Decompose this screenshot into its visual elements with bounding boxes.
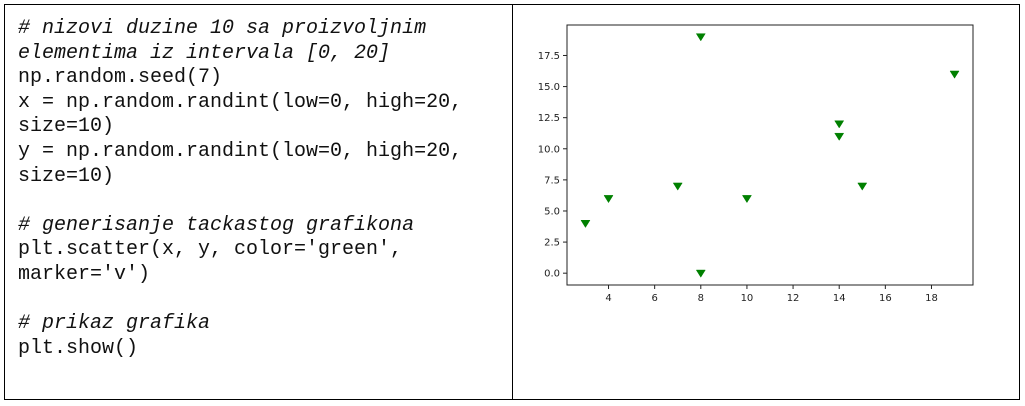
code-comment-line: # generisanje tackastog grafikona	[18, 213, 415, 237]
figure-frame: # nizovi duzine 10 sa proizvoljnim elemen…	[4, 4, 1020, 400]
code-line	[18, 288, 512, 313]
data-point-triangle-marker	[695, 33, 706, 42]
x-tick-label: 4	[605, 293, 611, 304]
code-line	[18, 189, 512, 214]
code-comment-line: # prikaz grafika	[18, 312, 211, 336]
y-tick-label: 5.0	[544, 206, 560, 217]
data-point-triangle-marker	[580, 220, 591, 228]
y-tick-label: 17.5	[538, 51, 560, 62]
code-comment-line: elementima iz intervala [0, 20]	[18, 41, 391, 65]
x-tick-label: 16	[879, 293, 892, 304]
y-tick-label: 0.0	[544, 269, 560, 280]
x-tick-label: 14	[833, 293, 846, 304]
y-tick-label: 2.5	[544, 238, 560, 249]
plot-axes-frame	[566, 24, 974, 286]
code-comment-line: # nizovi duzine 10 sa proizvoljnim	[18, 17, 427, 40]
code-line: size=10)	[18, 115, 115, 139]
code-line: plt.scatter(x, y, color='green',	[18, 238, 403, 262]
x-tick-label: 18	[925, 293, 938, 304]
data-point-triangle-marker	[741, 195, 752, 204]
data-point-triangle-marker	[949, 70, 960, 79]
data-point-triangle-marker	[603, 195, 614, 204]
y-tick-label: 7.5	[544, 175, 560, 186]
plot-cell: 4 6 8 10 12 14 16 18 0.0 2.5 5.0 7.5 10.0 12.5 15.0 17.…	[513, 5, 1019, 399]
code-cell: # nizovi duzine 10 sa proizvoljnim elemen…	[5, 5, 513, 399]
y-tick-label: 12.5	[538, 113, 560, 124]
data-point-triangle-marker	[672, 182, 683, 191]
x-tick-label: 10	[741, 293, 754, 304]
code-line: x = np.random.randint(low=0, high=20,	[18, 90, 463, 114]
scatter-chart: 4 6 8 10 12 14 16 18 0.0 2.5 5.0 7.5 10.0 12.5 15.0 17.…	[538, 24, 974, 304]
code-line: size=10)	[18, 164, 115, 188]
code-line: y = np.random.randint(low=0, high=20,	[18, 139, 463, 163]
code-line: np.random.seed(7)	[18, 66, 223, 90]
code-line: marker='v')	[18, 262, 151, 286]
y-tick-label: 15.0	[538, 82, 560, 93]
x-tick-label: 8	[698, 293, 704, 304]
data-point-triangle-marker	[857, 182, 868, 191]
data-point-triangle-marker	[695, 269, 706, 278]
y-tick-label: 10.0	[538, 144, 560, 155]
x-tick-label: 12	[787, 293, 800, 304]
data-point-triangle-marker	[834, 132, 845, 141]
code-line: plt.show()	[18, 336, 139, 360]
x-tick-label: 6	[651, 293, 657, 304]
data-point-triangle-marker	[834, 120, 845, 129]
code-block: # nizovi duzine 10 sa proizvoljnim elemen…	[18, 17, 512, 361]
